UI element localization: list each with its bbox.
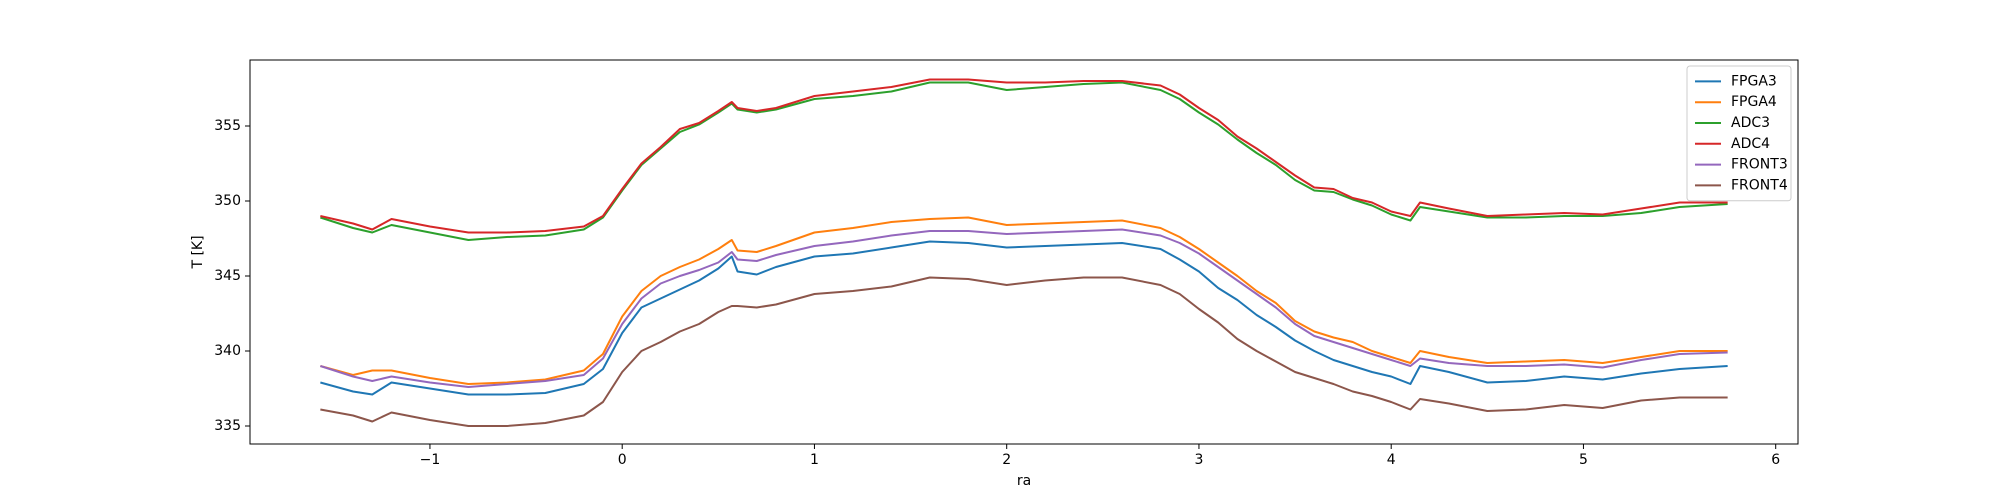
y-axis-label: T [K] xyxy=(190,235,206,269)
y-tick-label: 345 xyxy=(214,268,241,284)
x-tick-label: 3 xyxy=(1194,452,1203,468)
x-axis-label: ra xyxy=(1017,473,1031,489)
legend-box xyxy=(1686,65,1792,202)
series-line xyxy=(320,81,1728,241)
legend-label: ADC4 xyxy=(1731,136,1770,152)
x-tick-label: 0 xyxy=(618,452,627,468)
legend-label: ADC3 xyxy=(1731,115,1770,131)
series-line xyxy=(320,78,1728,234)
y-tick-label: 350 xyxy=(214,193,241,209)
series-line xyxy=(320,240,1728,396)
y-tick-label: 355 xyxy=(214,118,241,134)
x-tick-label: −1 xyxy=(420,452,441,468)
y-tick-label: 335 xyxy=(214,418,241,434)
x-tick-label: 6 xyxy=(1771,452,1780,468)
legend-label: FPGA3 xyxy=(1731,73,1777,89)
series-line xyxy=(320,228,1728,388)
legend-label: FPGA4 xyxy=(1731,94,1777,110)
series-line xyxy=(320,276,1728,427)
legend-label: FRONT4 xyxy=(1731,177,1788,193)
x-tick-label: 1 xyxy=(810,452,819,468)
x-tick-label: 4 xyxy=(1387,452,1396,468)
plot-frame xyxy=(249,59,1799,445)
x-tick-label: 2 xyxy=(1002,452,1011,468)
y-tick-label: 340 xyxy=(214,343,241,359)
legend-label: FRONT3 xyxy=(1731,157,1788,173)
x-tick-label: 5 xyxy=(1579,452,1588,468)
series-line xyxy=(320,216,1728,385)
